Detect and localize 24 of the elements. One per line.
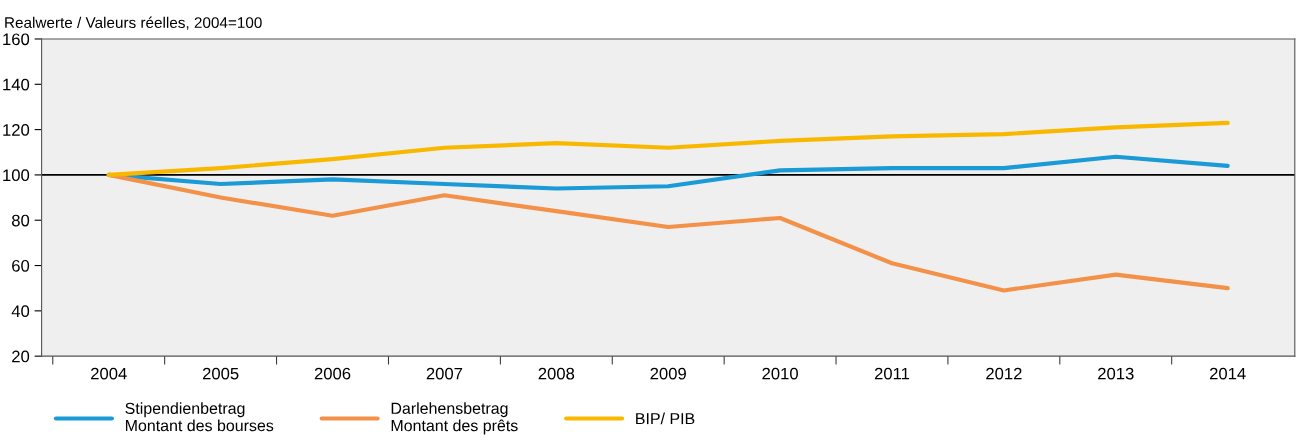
- legend-label: Stipendienbetrag Montant des bourses: [125, 402, 274, 432]
- chart-title: Realwerte / Valeurs réelles, 2004=100: [5, 16, 262, 30]
- x-tick-label: 2007: [426, 367, 463, 380]
- y-tick-label: 40: [11, 305, 30, 318]
- legend-label: BIP/ PIB: [636, 412, 695, 425]
- x-tick-label: 2014: [1209, 367, 1246, 380]
- x-tick-label: 2004: [91, 367, 127, 380]
- y-tick-label: 160: [3, 33, 30, 46]
- x-tick-label: 2011: [874, 367, 910, 380]
- x-tick-label: 2008: [538, 367, 575, 380]
- x-tick-label: 2006: [314, 367, 351, 380]
- y-tick-label: 100: [3, 169, 30, 182]
- x-tick-label: 2005: [202, 367, 239, 380]
- y-tick-label: 120: [3, 124, 30, 136]
- legend-label: Darlehensbetrag Montant des prêts: [391, 402, 518, 435]
- x-tick-label: 2013: [1098, 367, 1134, 380]
- y-tick-label: 60: [12, 259, 30, 272]
- x-tick-label: 2012: [986, 367, 1022, 380]
- y-tick-label: 20: [12, 350, 30, 363]
- y-tick-label: 80: [11, 214, 30, 227]
- x-tick-label: 2009: [650, 367, 686, 380]
- x-tick-label: 2010: [762, 367, 798, 380]
- y-tick-label: 140: [3, 78, 30, 91]
- line-series: [106, 120, 1230, 177]
